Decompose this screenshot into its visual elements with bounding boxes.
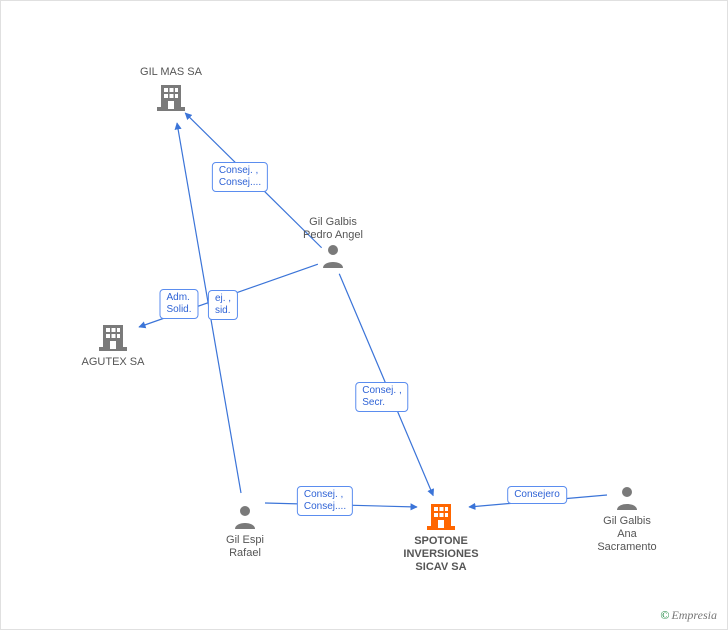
node-agutex[interactable]: AGUTEX SA: [63, 319, 163, 369]
copyright-symbol: ©: [660, 608, 669, 622]
person-icon: [614, 497, 640, 514]
edge-label: ej. ,sid.: [208, 290, 238, 320]
node-label: Sacramento: [577, 541, 677, 554]
node-gil-galbis-ana[interactable]: Gil GalbisAnaSacramento: [577, 484, 677, 555]
edge-label: Consejero: [507, 486, 567, 504]
node-label: Rafael: [195, 547, 295, 560]
node-label: SICAV SA: [391, 561, 491, 574]
watermark: ©Empresia: [660, 608, 717, 623]
edge-label: Adm.Solid.: [159, 289, 198, 319]
building-icon: [425, 517, 457, 534]
person-icon: [232, 516, 258, 533]
node-label: Gil Galbis: [283, 216, 383, 229]
network-diagram: GIL MAS SA AGUTEX SA SPOTONEINVERSIONESS…: [1, 1, 727, 629]
building-icon: [155, 98, 187, 115]
building-icon: [97, 338, 129, 355]
node-gil-espi[interactable]: Gil EspiRafael: [195, 503, 295, 560]
person-icon: [320, 255, 346, 272]
node-label: Gil Espi: [195, 534, 295, 547]
node-label: SPOTONE: [391, 535, 491, 548]
node-label: INVERSIONES: [391, 548, 491, 561]
watermark-text: Empresia: [671, 608, 717, 622]
edge-label: Consej. ,Secr.: [355, 382, 408, 412]
node-label: Pedro Angel: [283, 229, 383, 242]
node-label: Ana: [577, 528, 677, 541]
node-gil-galbis-pedro[interactable]: Gil GalbisPedro Angel: [283, 216, 383, 273]
node-label: AGUTEX SA: [63, 356, 163, 369]
edge-label: Consej. ,Consej....: [297, 486, 353, 516]
edge-label: Consej. ,Consej....: [212, 162, 268, 192]
node-gil-mas[interactable]: GIL MAS SA: [121, 66, 221, 116]
node-label: GIL MAS SA: [121, 66, 221, 79]
node-spotone[interactable]: SPOTONEINVERSIONESSICAV SA: [391, 498, 491, 575]
node-label: Gil Galbis: [577, 515, 677, 528]
